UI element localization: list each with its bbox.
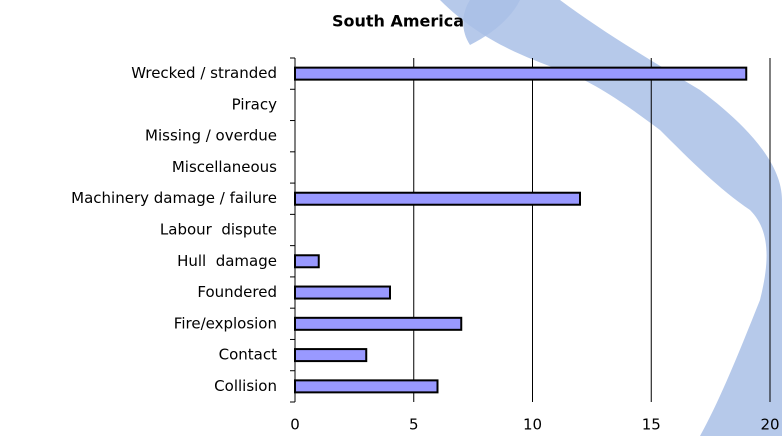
chart-title: South America — [332, 12, 464, 31]
bar — [294, 191, 581, 206]
y-tick-label: Machinery damage / failure — [71, 189, 277, 207]
x-tick-label: 0 — [290, 416, 300, 434]
y-tick-label: Miscellaneous — [172, 158, 277, 176]
y-tick-label: Labour dispute — [160, 221, 277, 239]
y-tick-label: Collision — [214, 377, 277, 395]
y-tick-label: Wrecked / stranded — [131, 64, 277, 82]
y-tick-label: Piracy — [232, 95, 277, 113]
bar — [294, 66, 748, 81]
x-tick-label: 5 — [409, 416, 419, 434]
bar — [294, 379, 439, 394]
bar — [294, 285, 391, 300]
x-tick-label: 10 — [523, 416, 542, 434]
y-tick-label: Fire/explosion — [174, 314, 277, 332]
background-map — [440, 0, 782, 436]
y-tick-label: Foundered — [197, 283, 277, 301]
bar — [294, 254, 320, 269]
y-tick-label: Hull damage — [177, 252, 277, 270]
background-map — [463, 0, 520, 45]
y-tick-label: Missing / overdue — [145, 127, 277, 145]
bar — [294, 316, 463, 331]
y-tick-label: Contact — [219, 346, 277, 364]
x-tick-label: 20 — [760, 416, 779, 434]
x-tick-label: 15 — [642, 416, 661, 434]
bar — [294, 348, 368, 363]
